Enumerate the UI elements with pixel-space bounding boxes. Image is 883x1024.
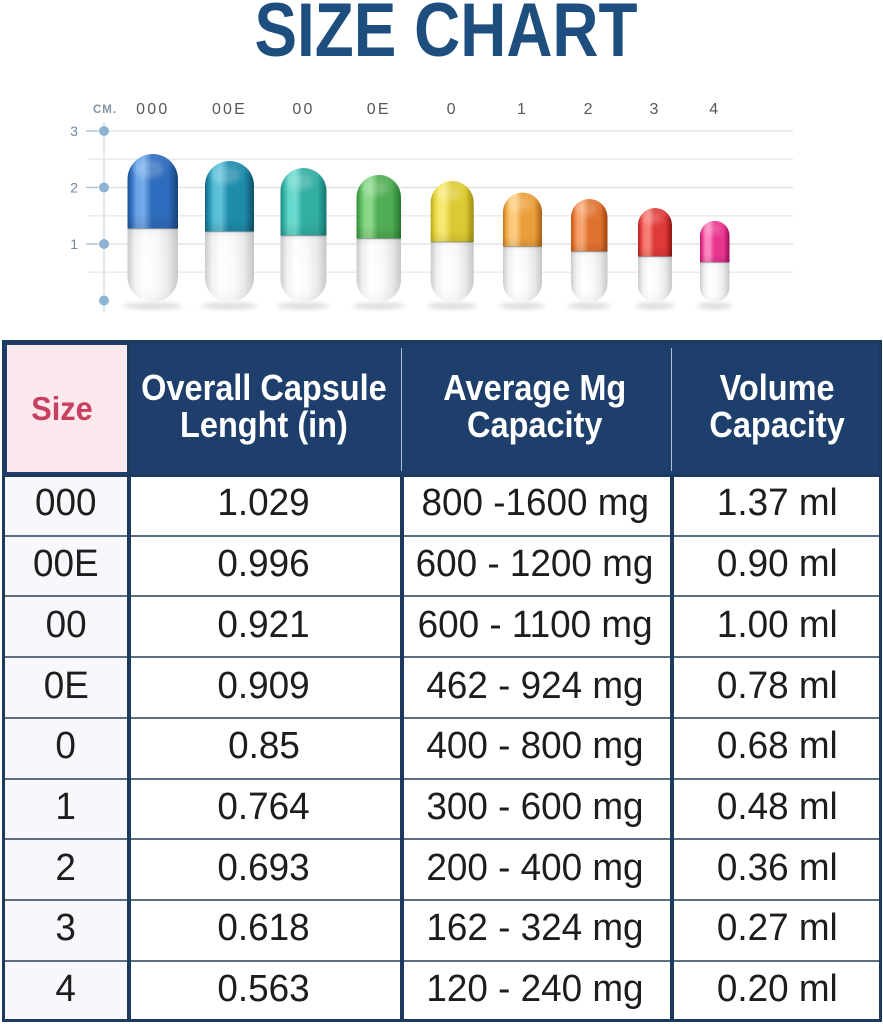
svg-text:00E: 00E	[212, 101, 247, 118]
svg-text:000: 000	[136, 101, 169, 118]
svg-text:2: 2	[70, 180, 78, 196]
svg-text:3: 3	[70, 123, 78, 139]
svg-text:1: 1	[70, 236, 78, 252]
svg-text:4: 4	[709, 101, 720, 118]
svg-text:00: 00	[292, 101, 314, 118]
svg-text:0E: 0E	[367, 101, 391, 118]
svg-text:3: 3	[649, 101, 660, 118]
svg-text:0: 0	[447, 101, 458, 118]
svg-text:2: 2	[584, 101, 595, 118]
svg-text:1: 1	[517, 101, 528, 118]
svg-text:CM.: CM.	[93, 104, 117, 116]
